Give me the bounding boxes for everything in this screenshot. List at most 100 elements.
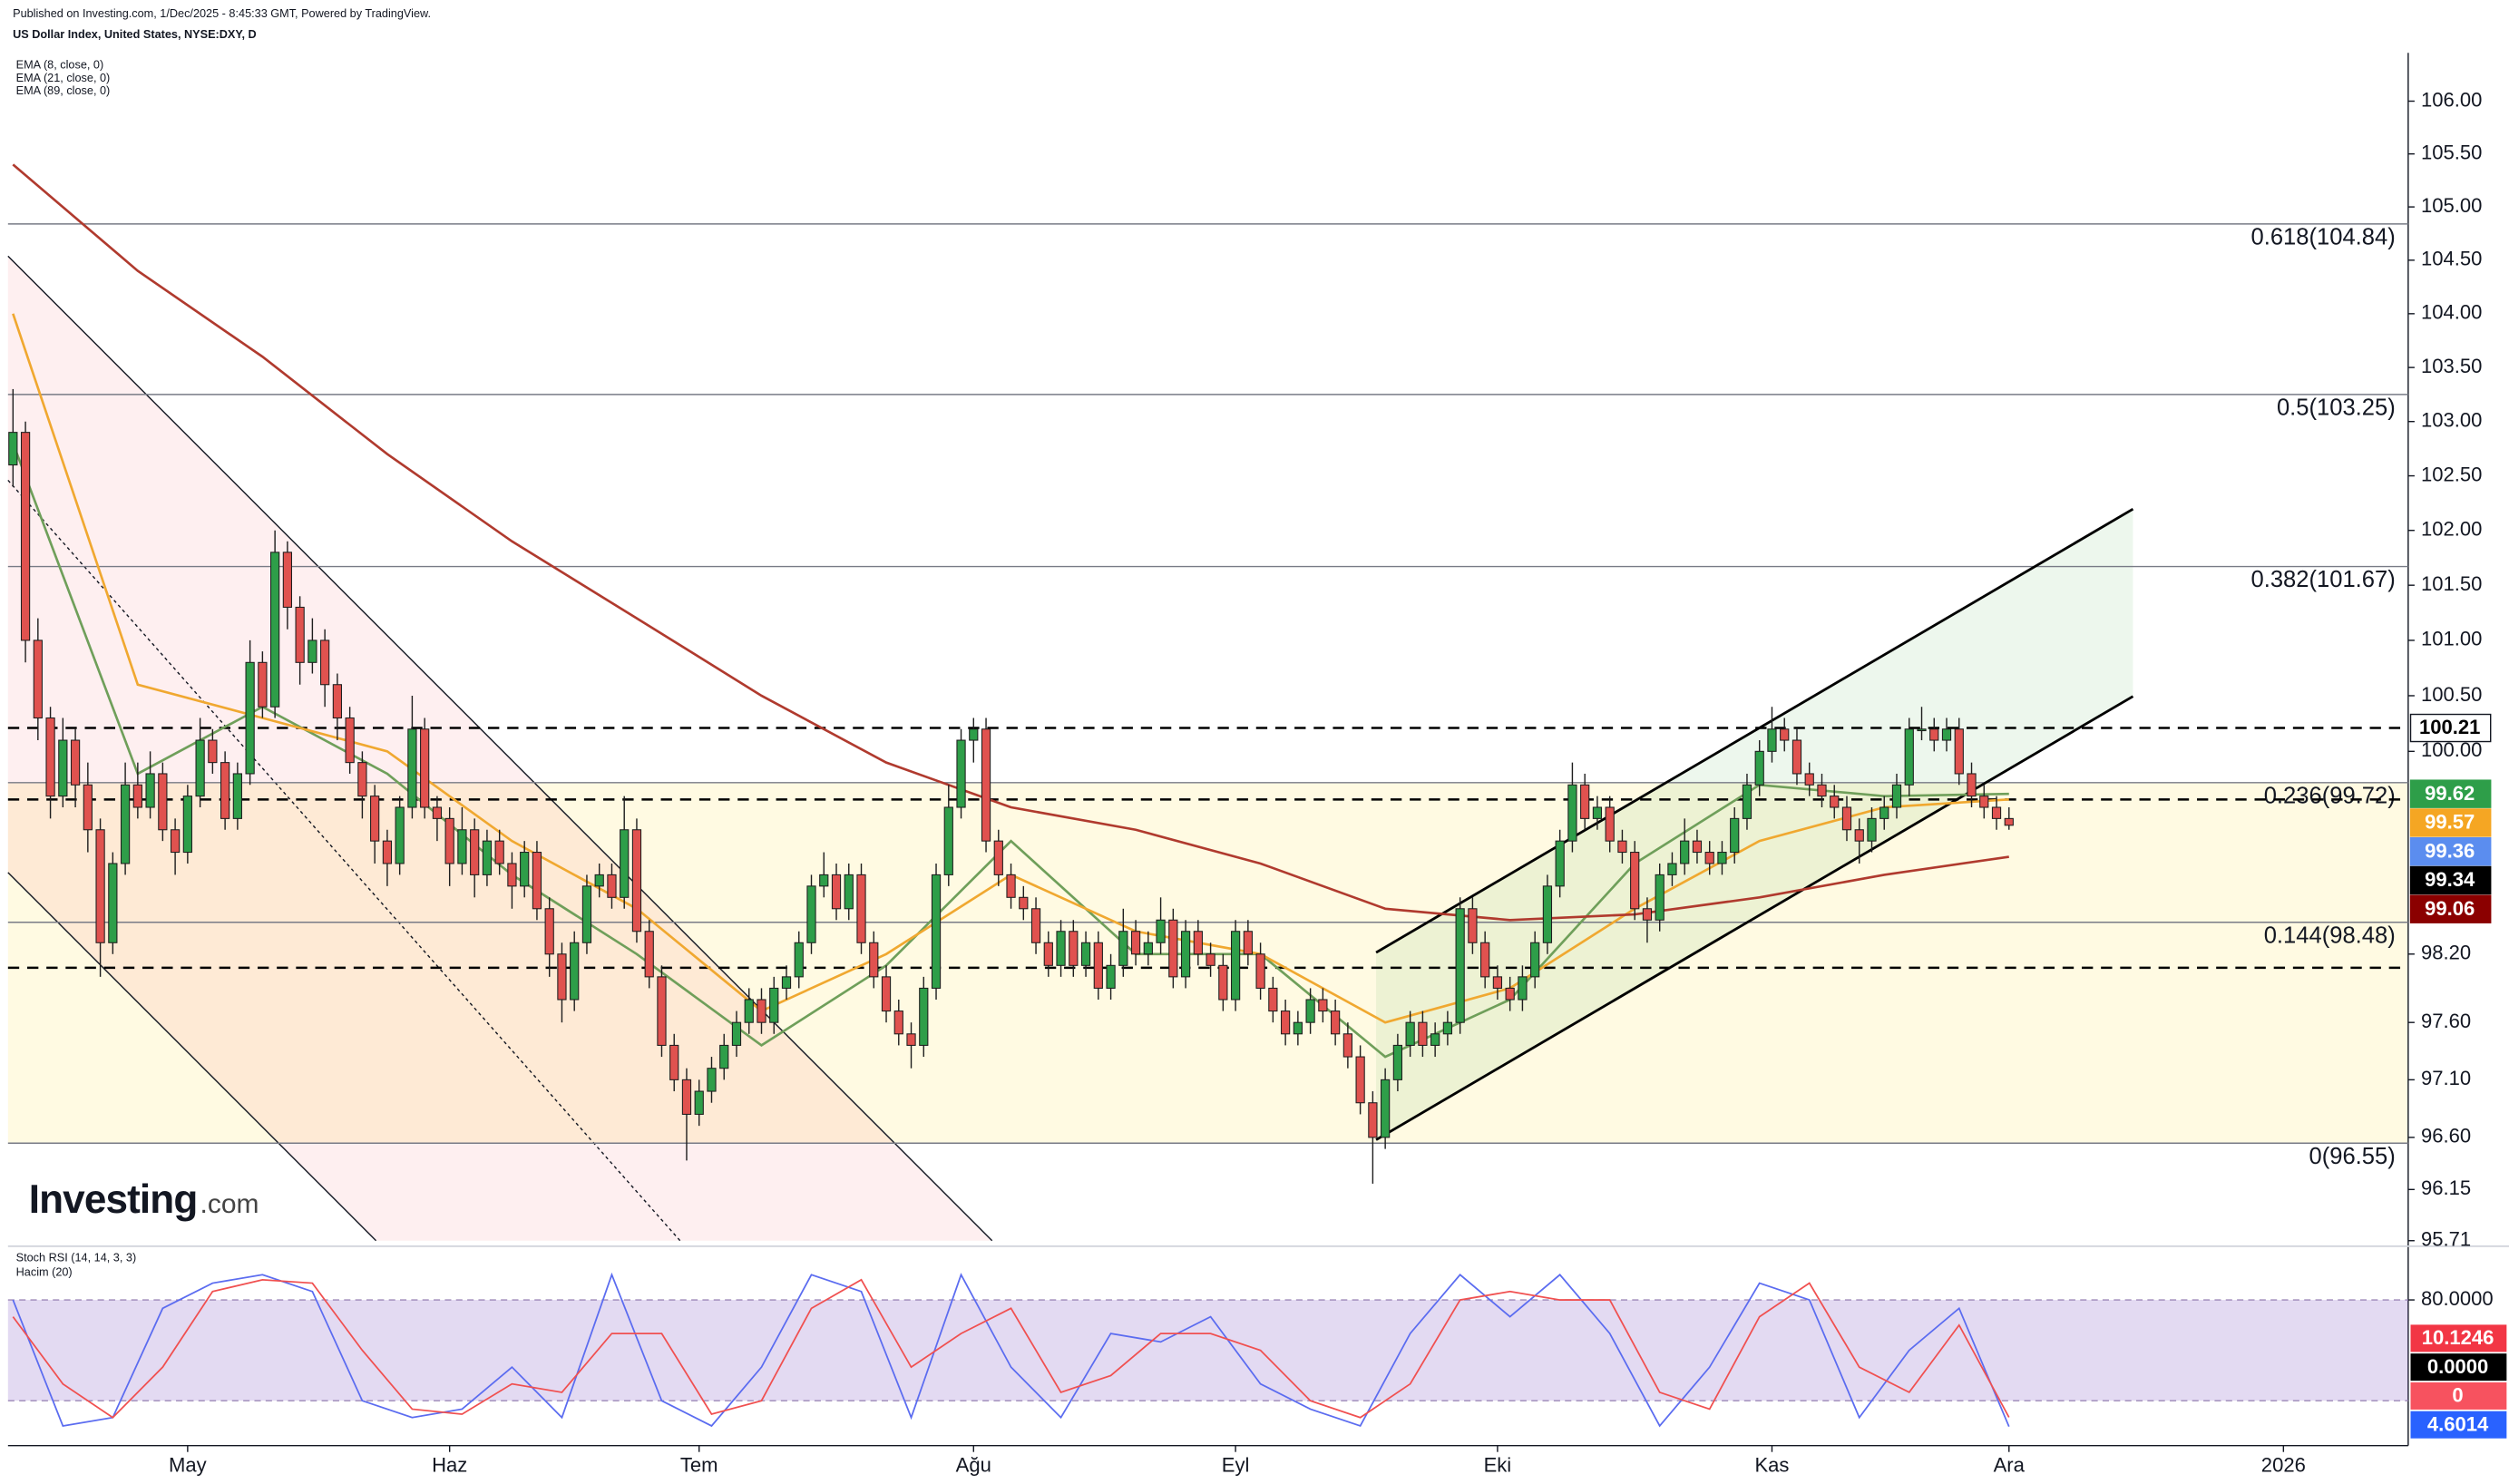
price-tag-label: 99.06 <box>2425 897 2475 920</box>
candle-body <box>270 552 280 708</box>
x-tick-label: Tem <box>680 1453 718 1476</box>
candle-body <box>1080 942 1091 966</box>
candle-body <box>919 987 929 1046</box>
y-tick-label: 105.00 <box>2421 194 2482 217</box>
candle-body <box>1642 908 1653 921</box>
candle-body <box>33 639 43 719</box>
candle-body <box>108 863 118 943</box>
fib-label: 0.144(98.48) <box>2264 923 2396 948</box>
value-tag <box>2410 1353 2507 1381</box>
candle-body <box>520 852 530 887</box>
candle-body <box>943 806 953 875</box>
candle-body <box>1967 773 1977 797</box>
value-tag-label: 0.0000 <box>2427 1355 2488 1378</box>
y-tick-label: 104.00 <box>2421 301 2482 324</box>
candle-body <box>232 773 242 819</box>
channel-line <box>1375 507 2134 954</box>
candle-body <box>931 874 942 989</box>
candle-body <box>1342 1033 1352 1058</box>
price-tag <box>2409 779 2492 808</box>
candle-body <box>1455 908 1465 1023</box>
candle-body <box>1381 1079 1391 1138</box>
ascending-channel-fill <box>1376 509 2133 1140</box>
candle-body <box>1480 942 1490 978</box>
symbol: US Dollar Index, United States, NYSE:DXY… <box>13 28 257 41</box>
price-tag <box>2409 808 2492 837</box>
candle-body <box>95 829 105 943</box>
candle-body <box>444 817 454 864</box>
channel-midline <box>7 479 681 1242</box>
candle-body <box>20 432 31 641</box>
candle-body <box>1655 874 1665 921</box>
candle-body <box>1767 728 1777 752</box>
candle-body <box>1841 806 1852 831</box>
y-tick-label: 105.50 <box>2421 142 2482 164</box>
price-tag <box>2409 836 2492 866</box>
candle-body <box>1019 896 1029 910</box>
candle-body <box>1791 739 1802 775</box>
candle-body <box>869 942 879 978</box>
candle-body <box>532 852 542 910</box>
y-tick-label: 106.00 <box>2421 88 2482 111</box>
x-tick-label: Eki <box>1484 1453 1512 1476</box>
candle-body <box>707 1068 717 1092</box>
price-tag-label: 99.62 <box>2425 782 2475 805</box>
legend-entry: EMA (21, close, 0) <box>16 72 111 84</box>
candle-body <box>1331 1010 1341 1035</box>
candle-body <box>370 796 380 842</box>
stoch-band <box>7 1300 2408 1401</box>
y-tick-label: 104.50 <box>2421 248 2482 270</box>
logo-brand: Investing <box>29 1177 198 1222</box>
x-tick-label: Ağu <box>956 1453 991 1476</box>
candle-body <box>744 999 754 1023</box>
candle-body <box>2004 817 2014 826</box>
y-tick-label: 97.60 <box>2421 1010 2471 1032</box>
candle-body <box>1991 806 2002 819</box>
candle-body <box>320 639 330 686</box>
price-tag-label: 100.21 <box>2419 716 2480 738</box>
legend-entry: EMA (89, close, 0) <box>16 84 111 97</box>
candle-body <box>432 806 443 819</box>
candle-body <box>395 806 405 864</box>
x-tick-label: Kas <box>1754 1453 1789 1476</box>
candle-body <box>819 874 829 887</box>
candle-body <box>1580 784 1590 819</box>
panel-subtitle: Hacim (20) <box>16 1265 73 1278</box>
candle-body <box>1318 999 1328 1012</box>
candle-body <box>607 874 617 898</box>
price-tag-label: 99.57 <box>2425 811 2475 834</box>
candle-body <box>1156 919 1166 943</box>
candle-body <box>83 784 93 831</box>
candle-body <box>1193 931 1203 955</box>
channel-line <box>7 872 377 1242</box>
x-tick-label: Eyl <box>1222 1453 1250 1476</box>
value-tag-label: 0 <box>2452 1384 2463 1407</box>
candle-body <box>1817 784 1827 797</box>
candle-body <box>1106 964 1116 989</box>
candle-body <box>1492 976 1503 989</box>
candle-body <box>195 739 205 797</box>
fib-label: 0.618(104.84) <box>2251 225 2396 250</box>
candle-body <box>1617 840 1627 854</box>
candle-body <box>557 953 567 1001</box>
candle-body <box>1505 987 1515 1001</box>
candle-body <box>494 840 504 864</box>
channel-line <box>1375 695 2134 1141</box>
candle-body <box>881 976 892 1012</box>
candle-body <box>1941 728 1952 741</box>
candle-body <box>1530 942 1540 978</box>
candle-body <box>282 552 292 608</box>
candle-body <box>1630 852 1640 910</box>
candle-body <box>1305 999 1315 1023</box>
candle-body <box>757 999 766 1023</box>
candle-body <box>806 885 816 943</box>
candle-body <box>308 639 317 663</box>
candle-body <box>1093 942 1103 989</box>
candle-body <box>1280 1010 1291 1035</box>
candle-body <box>1667 863 1677 875</box>
candle-body <box>182 796 192 854</box>
candle-body <box>258 661 268 708</box>
